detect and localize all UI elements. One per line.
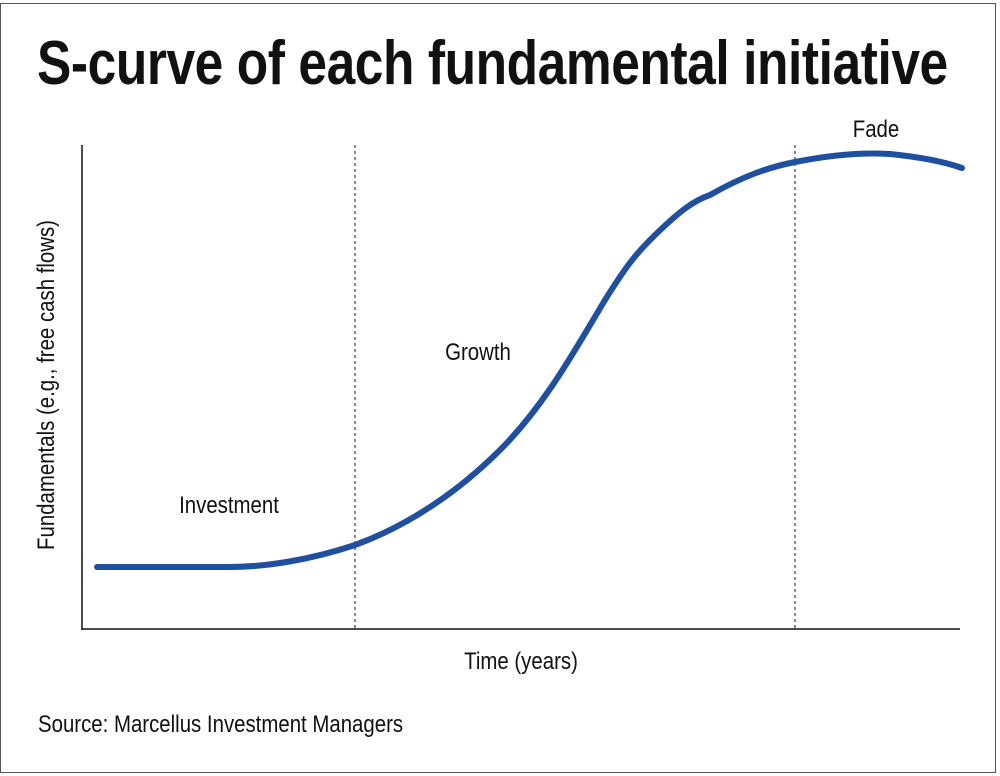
s-curve [94, 150, 965, 570]
x-axis-label: Time (years) [464, 648, 578, 675]
figure-frame [0, 3, 996, 773]
y-axis-label: Fundamentals (e.g., free cash flows) [33, 220, 60, 550]
chart-title: S-curve of each fundamental initiative [37, 29, 948, 98]
phase-label-fade: Fade [852, 116, 900, 143]
source-note: Source: Marcellus Investment Managers [38, 711, 404, 738]
phase-label-growth: Growth [445, 339, 511, 366]
phase-label-investment: Investment [179, 492, 279, 519]
